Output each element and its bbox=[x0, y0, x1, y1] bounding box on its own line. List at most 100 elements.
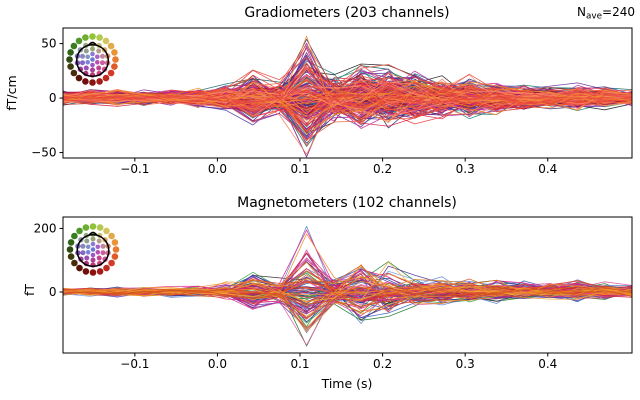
x-tick-label: 0.3 bbox=[456, 357, 475, 371]
sensor-dot bbox=[80, 60, 85, 66]
sensor-dot bbox=[71, 259, 78, 267]
sensor-dot bbox=[75, 37, 83, 45]
y-tick-label: 200 bbox=[34, 221, 57, 235]
sensor-dot bbox=[80, 250, 86, 256]
gradiometer-plot-frame bbox=[62, 27, 633, 159]
sensor-dot bbox=[90, 51, 95, 57]
channel-trace bbox=[63, 80, 632, 107]
gradiometer-ylabel: fT/cm bbox=[4, 75, 19, 110]
sensor-dot bbox=[100, 60, 105, 66]
sensor-dot bbox=[107, 42, 115, 50]
head-nose bbox=[88, 231, 98, 236]
sensor-dot bbox=[102, 37, 110, 45]
sensor-dot bbox=[70, 42, 78, 50]
magnetometer-traces bbox=[63, 225, 632, 347]
sensor-dot bbox=[90, 67, 95, 73]
sensor-dot bbox=[82, 268, 90, 275]
sensor-dot bbox=[95, 60, 100, 65]
sensor-dot bbox=[84, 255, 90, 261]
channel-trace bbox=[63, 85, 632, 126]
x-tick-label: 0.1 bbox=[290, 162, 309, 176]
sensor-dot bbox=[95, 250, 101, 255]
sensor-dot bbox=[100, 53, 105, 59]
nave-value: =240 bbox=[602, 5, 635, 19]
sensor-dot bbox=[76, 227, 83, 235]
sensor-dot bbox=[90, 62, 95, 68]
sensor-dot bbox=[90, 257, 96, 263]
sensor-dot bbox=[112, 56, 119, 63]
sensor-dot bbox=[66, 56, 73, 63]
x-tick-label: 0.4 bbox=[538, 357, 557, 371]
channel-trace bbox=[63, 81, 632, 106]
x-tick-label: 0.3 bbox=[456, 162, 475, 176]
sensor-dot bbox=[90, 46, 95, 52]
sensor-dot bbox=[96, 78, 103, 85]
sensor-dot bbox=[96, 224, 104, 231]
sensor-dot bbox=[85, 60, 90, 65]
sensor-dot bbox=[90, 57, 95, 62]
head-outline bbox=[75, 43, 110, 78]
magnetometer-title: Magnetometers (102 channels) bbox=[237, 195, 457, 211]
sensor-dot bbox=[76, 264, 83, 272]
sensor-dot bbox=[108, 259, 115, 267]
sensor-colormap-inset-icon bbox=[66, 223, 120, 276]
sensor-dot bbox=[95, 244, 101, 250]
y-tick-label: 0 bbox=[49, 285, 57, 299]
magnetometer-ylabel: fT bbox=[22, 284, 37, 296]
sensor-dot bbox=[107, 69, 115, 77]
sensor-dot bbox=[96, 255, 102, 261]
sensor-dot bbox=[112, 246, 120, 253]
sensor-dot bbox=[85, 244, 91, 250]
magnetometer-axes: −0.1 0.0 0.1 0.2 0.3 0.4 200 0 Magnetometers (1… bbox=[22, 195, 633, 371]
sensor-dot bbox=[67, 49, 74, 56]
gradiometer-title: Gradiometers (203 channels) bbox=[244, 5, 449, 21]
sensor-dot bbox=[111, 239, 119, 246]
x-tick-label: −0.1 bbox=[120, 162, 149, 176]
sensor-dot bbox=[100, 250, 106, 256]
x-tick-label: 0.0 bbox=[208, 162, 227, 176]
channel-trace bbox=[63, 274, 632, 308]
x-tick-label: 0.2 bbox=[373, 357, 392, 371]
x-tick-label: 0.4 bbox=[538, 162, 557, 176]
sensor-dot bbox=[89, 33, 96, 40]
sensor-dot bbox=[82, 78, 89, 85]
gradiometer-traces bbox=[63, 35, 632, 158]
sensor-dot bbox=[90, 236, 96, 242]
sensor-dot bbox=[90, 241, 96, 247]
channel-trace bbox=[63, 261, 632, 333]
sensor-dot bbox=[83, 48, 89, 54]
nave-base: N bbox=[577, 5, 586, 19]
sensor-dot bbox=[80, 53, 85, 59]
sensor-dot bbox=[70, 69, 78, 77]
channel-trace bbox=[63, 283, 632, 319]
sensor-dot bbox=[82, 34, 89, 41]
nave-subscript: ave bbox=[586, 12, 602, 22]
sensor-dot bbox=[83, 65, 89, 71]
magnetometer-plot-frame bbox=[62, 216, 633, 354]
sensor-dot bbox=[111, 63, 118, 70]
channel-trace bbox=[63, 282, 632, 320]
head-nose bbox=[87, 41, 98, 46]
sensor-dot bbox=[89, 223, 97, 230]
sensor-dot bbox=[103, 264, 110, 272]
sensor-dot bbox=[96, 268, 104, 275]
sensor-dot bbox=[103, 227, 110, 235]
sensor-dot bbox=[85, 54, 90, 60]
gradiometer-ticks: −0.1 0.0 0.1 0.2 0.3 0.4 50 0 −50 bbox=[31, 37, 557, 176]
y-tick-label: −50 bbox=[31, 146, 56, 160]
magnetometer-ticks: −0.1 0.0 0.1 0.2 0.3 0.4 200 0 bbox=[34, 221, 558, 371]
sensor-dot bbox=[80, 243, 86, 249]
sensor-dot bbox=[82, 224, 90, 231]
channel-trace bbox=[63, 95, 632, 120]
sensor-dot bbox=[100, 243, 106, 249]
sensor-dot bbox=[85, 250, 91, 255]
sensor-dot bbox=[67, 239, 75, 246]
sensor-colormap-inset-icon bbox=[66, 33, 119, 86]
sensor-dot bbox=[90, 247, 96, 252]
sensor-dot bbox=[111, 253, 119, 260]
y-tick-label: 50 bbox=[41, 37, 56, 51]
y-tick-label: 0 bbox=[49, 91, 57, 105]
x-tick-label: 0.1 bbox=[290, 357, 309, 371]
sensor-dot bbox=[102, 74, 110, 82]
